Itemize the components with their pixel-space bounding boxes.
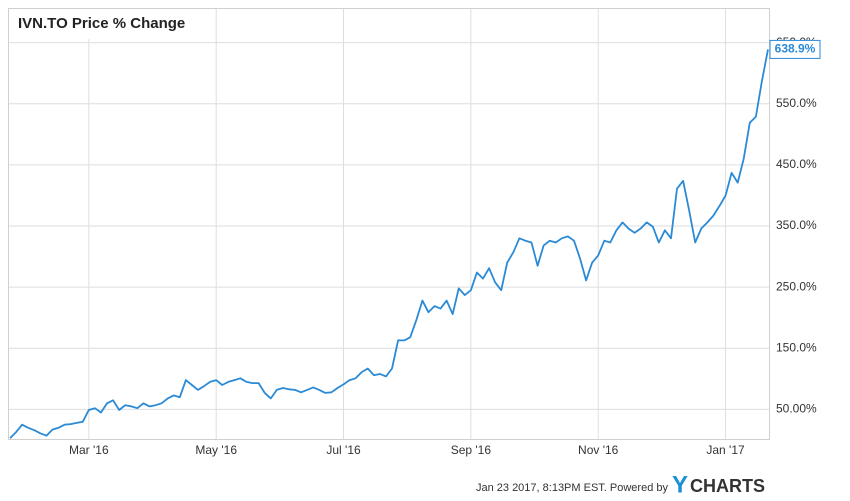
footer-timestamp: Jan 23 2017, 8:13PM EST. Powered by — [476, 482, 669, 494]
price-line — [9, 49, 769, 439]
y-tick-label: 450.0% — [776, 157, 817, 171]
value-label: 638.9% — [775, 42, 816, 56]
y-tick-label: 550.0% — [776, 96, 817, 110]
grid — [9, 9, 769, 439]
x-tick-label: Mar '16 — [69, 443, 109, 457]
x-tick-label: Jul '16 — [326, 443, 361, 457]
y-tick-label: 250.0% — [776, 279, 817, 293]
chart-title: IVN.TO Price % Change — [18, 15, 185, 32]
x-tick-label: Nov '16 — [578, 443, 619, 457]
x-tick-label: Jan '17 — [706, 443, 745, 457]
x-tick-label: May '16 — [195, 443, 237, 457]
plot-frame — [8, 8, 770, 440]
y-tick-label: 50.00% — [776, 402, 817, 416]
marks — [9, 49, 769, 439]
logo-rest: CHARTS — [690, 476, 765, 496]
value-callout — [769, 39, 821, 59]
y-tick-label: 150.0% — [776, 340, 817, 354]
x-tick-label: Sep '16 — [451, 443, 492, 457]
title-box — [9, 9, 195, 39]
logo-y: Y — [672, 471, 688, 498]
y-tick-label: 350.0% — [776, 218, 817, 232]
